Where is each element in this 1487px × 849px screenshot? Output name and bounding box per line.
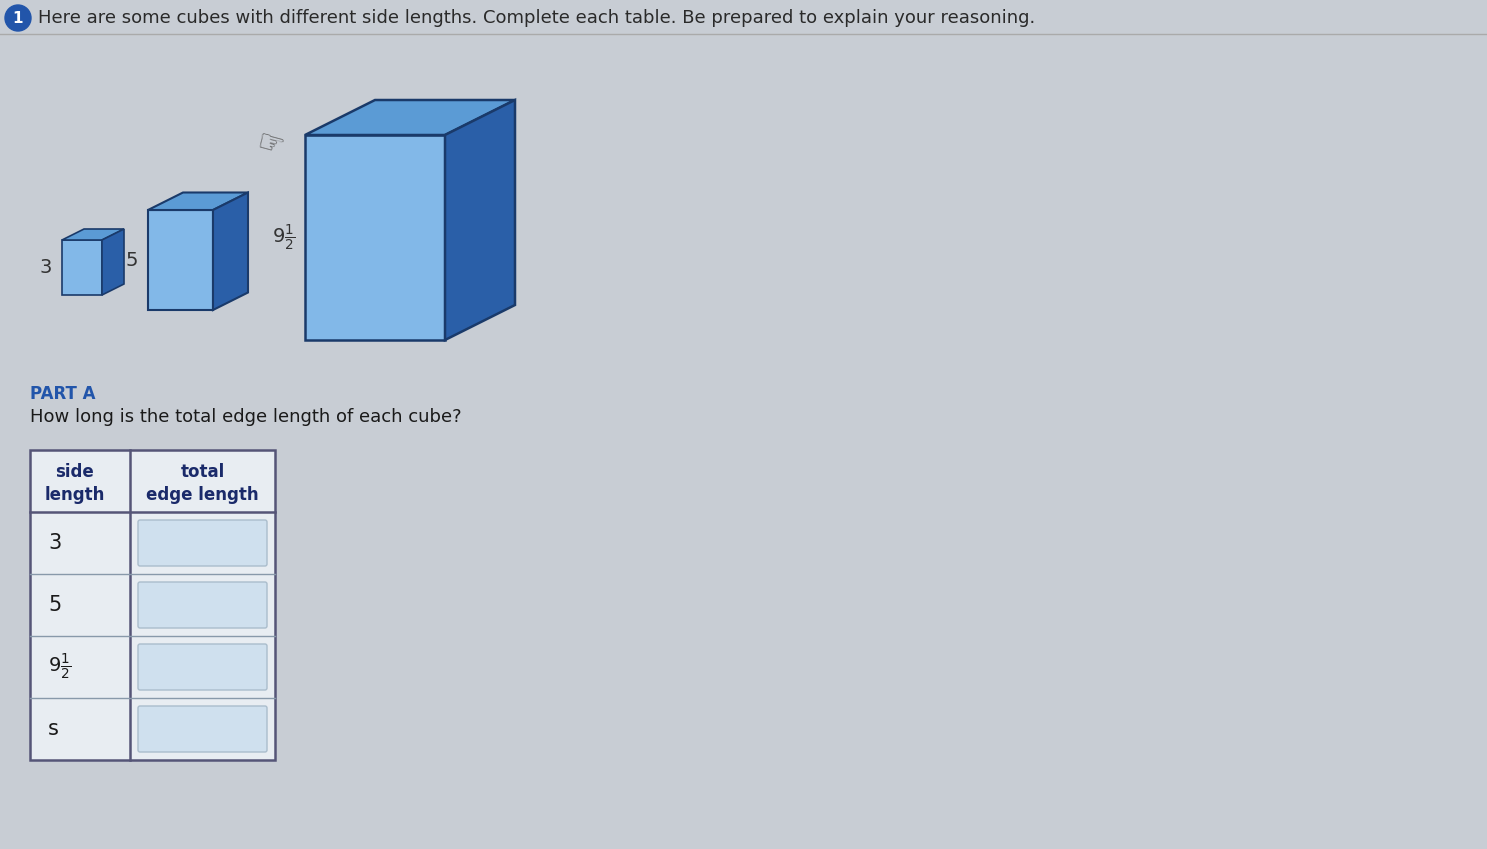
Text: PART A: PART A xyxy=(30,385,95,403)
Polygon shape xyxy=(149,193,248,210)
Text: length: length xyxy=(45,486,106,503)
Text: 5: 5 xyxy=(125,250,138,269)
Polygon shape xyxy=(62,229,123,240)
Text: $9\frac{1}{2}$: $9\frac{1}{2}$ xyxy=(48,652,71,682)
Text: total: total xyxy=(180,463,225,481)
Text: side: side xyxy=(55,463,94,481)
FancyBboxPatch shape xyxy=(138,520,268,566)
Bar xyxy=(149,210,213,310)
Bar xyxy=(30,450,275,760)
FancyBboxPatch shape xyxy=(138,644,268,690)
Bar xyxy=(305,135,445,340)
Text: 3: 3 xyxy=(48,533,61,553)
Polygon shape xyxy=(305,100,515,135)
Polygon shape xyxy=(445,100,515,340)
Polygon shape xyxy=(213,193,248,310)
Bar xyxy=(30,450,275,760)
FancyBboxPatch shape xyxy=(138,582,268,628)
Text: s: s xyxy=(48,719,59,739)
Text: ☞: ☞ xyxy=(253,127,287,162)
Text: $9\frac{1}{2}$: $9\frac{1}{2}$ xyxy=(272,222,294,252)
Text: 1: 1 xyxy=(13,10,24,25)
FancyBboxPatch shape xyxy=(138,706,268,752)
Text: 5: 5 xyxy=(48,595,61,615)
Text: 3: 3 xyxy=(40,258,52,277)
Polygon shape xyxy=(103,229,123,295)
Text: Here are some cubes with different side lengths. Complete each table. Be prepare: Here are some cubes with different side … xyxy=(39,9,1035,27)
Circle shape xyxy=(4,5,31,31)
Bar xyxy=(62,240,103,295)
Text: How long is the total edge length of each cube?: How long is the total edge length of eac… xyxy=(30,408,461,426)
Text: edge length: edge length xyxy=(146,486,259,503)
